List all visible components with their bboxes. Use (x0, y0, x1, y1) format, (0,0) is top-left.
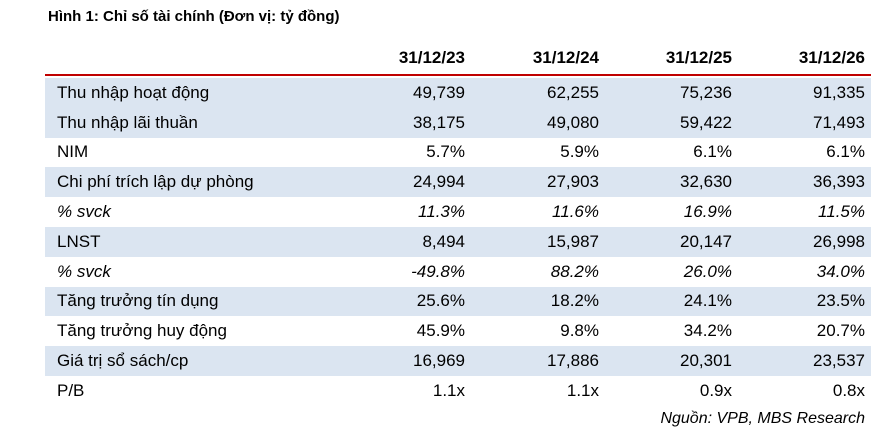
row-value-cell: 11.6% (552, 202, 599, 222)
figure-title: Hình 1: Chỉ số tài chính (Đơn vị: tỷ đồn… (48, 8, 340, 25)
table-row: Thu nhập lãi thuần 38,175 49,080 59,422 71,4… (45, 107, 871, 138)
row-value-cell: 26.0% (683, 261, 732, 281)
table-row: NIM 5.7% 5.9% 6.1% 6.1% (45, 138, 871, 168)
row-value-cell: 20.7% (816, 321, 865, 341)
table-row: Tăng trưởng tín dụng 25.6% 18.2% 24.1% 23.5% (45, 286, 871, 317)
row-value-cell: 5.9% (560, 142, 599, 162)
row-label: Giá trị sổ sách/cp (45, 346, 337, 376)
table-header: 31/12/23 31/12/24 31/12/25 31/12/26 (45, 44, 871, 76)
row-label: P/B (57, 380, 85, 400)
row-value-cell: 75,236 (605, 78, 738, 108)
row-value-cell: 0.8x (832, 380, 865, 400)
row-label: Tăng trưởng huy động (57, 321, 227, 341)
row-value-cell: 24.1% (605, 286, 738, 317)
row-value-cell: 15,987 (471, 226, 605, 257)
financial-indicators-table: 31/12/23 31/12/24 31/12/25 31/12/26 Thu … (45, 44, 871, 406)
row-value-cell: 91,335 (738, 78, 871, 108)
row-value-cell: 27,903 (471, 167, 605, 198)
row-label: Tăng trưởng tín dụng (45, 286, 337, 317)
row-value-cell: 0.9x (699, 380, 732, 400)
row-value-cell: 34.0% (816, 261, 865, 281)
table-row: % svck -49.8% 88.2% 26.0% 34.0% (45, 257, 871, 287)
table-row: Tăng trưởng huy động 45.9% 9.8% 34.2% 20.7% (45, 316, 871, 346)
row-value-cell: 16.9% (683, 202, 732, 222)
row-label: Chi phí trích lập dự phòng (45, 167, 337, 198)
row-label: Thu nhập lãi thuần (45, 107, 337, 138)
row-value-cell: 8,494 (337, 226, 471, 257)
row-value-cell: 1.1x (566, 380, 599, 400)
row-value-cell: 18.2% (471, 286, 605, 317)
row-value-cell: 23.5% (738, 286, 871, 317)
row-value-cell: 45.9% (416, 321, 465, 341)
row-value-cell: 6.1% (826, 142, 865, 162)
row-value-cell: 11.5% (818, 202, 865, 222)
row-value-cell: 5.7% (426, 142, 465, 162)
row-value-cell: 32,630 (605, 167, 738, 198)
header-year-2024: 31/12/24 (471, 44, 605, 76)
row-label: NIM (57, 142, 89, 162)
row-value-cell: 20,301 (605, 346, 738, 376)
row-value-cell: 17,886 (471, 346, 605, 376)
row-label: LNST (45, 226, 337, 257)
row-value-cell: 49,080 (471, 107, 605, 138)
table-row: P/B 1.1x 1.1x 0.9x 0.8x (45, 376, 871, 406)
header-year-2026: 31/12/26 (738, 44, 871, 76)
row-value-cell: 59,422 (605, 107, 738, 138)
row-label: Thu nhập hoạt động (45, 78, 337, 108)
row-value-cell: 25.6% (337, 286, 471, 317)
row-value-cell: 9.8% (560, 321, 599, 341)
row-value-cell: 6.1% (693, 142, 732, 162)
row-value-cell: 1.1x (432, 380, 465, 400)
row-value-cell: 71,493 (738, 107, 871, 138)
source-note: Nguồn: VPB, MBS Research (660, 410, 865, 427)
table-row: Giá trị sổ sách/cp 16,969 17,886 20,301 23,5… (45, 346, 871, 376)
row-value-cell: 24,994 (337, 167, 471, 198)
row-value-cell: 11.3% (418, 202, 465, 222)
row-value-cell: 20,147 (605, 226, 738, 257)
header-year-2025: 31/12/25 (605, 44, 738, 76)
row-value-cell: 23,537 (738, 346, 871, 376)
row-value-cell: 88.2% (550, 261, 599, 281)
header-label-column (45, 44, 337, 76)
row-value-cell: 36,393 (738, 167, 871, 198)
row-label: % svck (57, 261, 111, 281)
table-row: LNST 8,494 15,987 20,147 26,998 (45, 226, 871, 257)
table-row: % svck 11.3% 11.6% 16.9% 11.5% (45, 197, 871, 227)
row-label: % svck (57, 202, 111, 222)
row-value-cell: 34.2% (683, 321, 732, 341)
row-value-cell: -49.8% (411, 261, 465, 281)
header-row: 31/12/23 31/12/24 31/12/25 31/12/26 (45, 44, 871, 76)
table-row: Thu nhập hoạt động 49,739 62,255 75,236 91,3… (45, 78, 871, 108)
table-row: Chi phí trích lập dự phòng 24,994 27,903 32… (45, 167, 871, 198)
row-value-cell: 38,175 (337, 107, 471, 138)
table-body: Thu nhập hoạt động 49,739 62,255 75,236 91,3… (45, 75, 871, 406)
row-value-cell: 26,998 (738, 226, 871, 257)
row-value-cell: 62,255 (471, 78, 605, 108)
header-year-2023: 31/12/23 (337, 44, 471, 76)
row-value-cell: 16,969 (337, 346, 471, 376)
row-value-cell: 49,739 (337, 78, 471, 108)
